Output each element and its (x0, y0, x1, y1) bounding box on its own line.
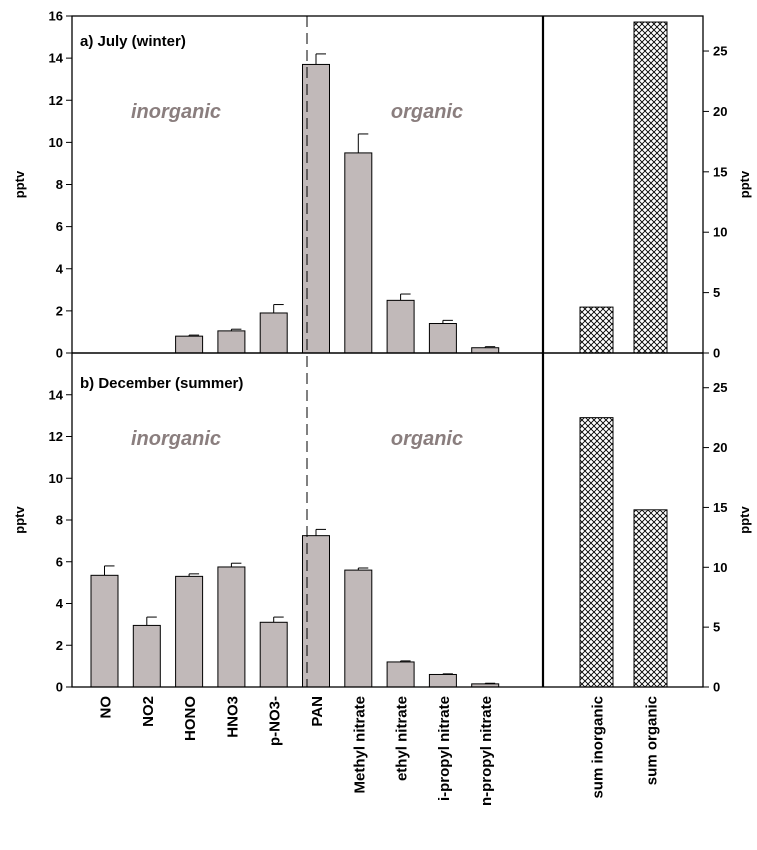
right-y-tick-label: 10 (713, 225, 727, 240)
right-y-tick-label: 25 (713, 44, 727, 59)
x-category-label: Methyl nitrate (351, 696, 368, 794)
right-y-tick-label: 15 (713, 164, 727, 179)
right-y-tick-label: 5 (713, 620, 720, 635)
x-category-label: p-NO3- (267, 696, 284, 746)
bar-hno3 (217, 566, 246, 688)
y-tick-label: 8 (56, 513, 63, 528)
y-axis-label: pptv (12, 506, 27, 534)
summary-bar-sum-inorganic (579, 306, 614, 354)
y-tick-label: 8 (56, 177, 63, 192)
bar-no (90, 574, 119, 688)
right-y-tick-label: 15 (713, 500, 727, 515)
right-y-tick-label: 10 (713, 560, 727, 575)
summary-bar-sum-organic (633, 509, 668, 688)
y-tick-label: 0 (56, 346, 63, 361)
x-category-label: ethyl nitrate (394, 696, 411, 781)
y-tick-label: 14 (49, 51, 64, 66)
y-tick-label: 6 (56, 219, 63, 234)
right-y-tick-label: 5 (713, 285, 720, 300)
bar-hono (175, 575, 204, 688)
bar-hno3 (217, 330, 246, 354)
x-category-label: HONO (182, 696, 199, 741)
y-axis-label: pptv (12, 170, 27, 198)
right-y-tick-label: 0 (713, 346, 720, 361)
bar-hono (175, 335, 204, 354)
y-tick-label: 16 (49, 9, 63, 24)
bar-methyl-nitrate (344, 152, 373, 354)
y-tick-label: 2 (56, 638, 63, 653)
right-y-axis-label: pptv (737, 170, 752, 198)
bar-ethyl-nitrate (386, 299, 415, 354)
annotation-inorganic: inorganic (131, 428, 221, 450)
y-tick-label: 4 (56, 261, 64, 276)
x-category-label: NO (98, 696, 115, 719)
x-category-label: n-propyl nitrate (478, 696, 495, 806)
bar-methyl-nitrate (344, 569, 373, 688)
bar-i-propyl-nitrate (428, 673, 457, 688)
right-y-tick-label: 20 (713, 104, 727, 119)
bar-i-propyl-nitrate (428, 323, 457, 354)
y-tick-label: 2 (56, 303, 63, 318)
summary-category-label: sum inorganic (590, 696, 607, 799)
y-tick-label: 4 (56, 596, 64, 611)
annotation-organic: organic (391, 428, 463, 450)
y-tick-label: 12 (49, 93, 63, 108)
y-tick-label: 14 (49, 387, 64, 402)
panel-title: a) July (winter) (80, 33, 186, 50)
bar-p-no3- (259, 621, 288, 688)
x-category-label: i-propyl nitrate (436, 696, 453, 801)
right-y-axis-label: pptv (737, 506, 752, 534)
bar-n-propyl-nitrate (471, 347, 500, 354)
right-y-tick-label: 20 (713, 440, 727, 455)
y-tick-label: 0 (56, 680, 63, 695)
plot-frame (71, 15, 704, 688)
y-tick-label: 10 (49, 135, 63, 150)
summary-bar-sum-organic (633, 21, 668, 354)
panel-title: b) December (summer) (80, 375, 243, 392)
y-tick-label: 10 (49, 471, 63, 486)
bar-p-no3- (259, 312, 288, 354)
bar-ethyl-nitrate (386, 661, 415, 688)
y-tick-label: 12 (49, 429, 63, 444)
y-tick-label: 6 (56, 554, 63, 569)
x-category-label: NO2 (140, 696, 157, 727)
right-y-tick-label: 0 (713, 680, 720, 695)
annotation-inorganic: inorganic (131, 101, 221, 123)
annotation-organic: organic (391, 101, 463, 123)
x-category-label: HNO3 (224, 696, 241, 738)
summary-category-label: sum organic (644, 696, 661, 785)
right-y-tick-label: 25 (713, 380, 727, 395)
summary-bar-sum-inorganic (579, 417, 614, 688)
x-category-label: PAN (309, 696, 326, 727)
bar-no2 (132, 624, 161, 688)
